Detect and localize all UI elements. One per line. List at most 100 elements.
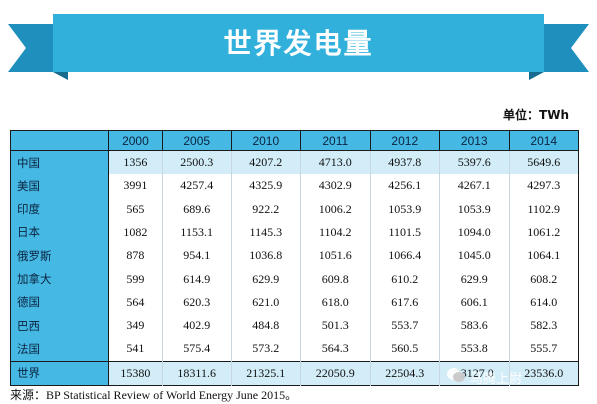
column-header-2010: 2010: [230, 130, 301, 151]
table-cell: 1356: [108, 150, 163, 175]
table-body: 中国 1356 2500.3 4207.2 4713.0 4937.8 5397.6 5649…: [10, 150, 579, 386]
table-cell: 599: [108, 267, 163, 291]
table-cell: 582.3: [508, 313, 579, 338]
table-cell: 573.2: [230, 337, 301, 362]
table-cell: 4297.3: [508, 174, 579, 198]
row-label: 德国: [10, 290, 109, 314]
table-row: 世界 15380 18311.6 21325.1 22050.9 22504.3 23127…: [10, 360, 579, 386]
table-cell: 620.3: [161, 290, 232, 314]
table-cell: 606.1: [439, 290, 509, 314]
table-cell: 922.2: [230, 197, 301, 221]
table-row: 印度 565 689.6 922.2 1006.2 1053.9 1053.9 1102.9: [10, 197, 579, 221]
row-label: 俄罗斯: [10, 244, 109, 268]
table-cell: 1006.2: [300, 197, 371, 221]
column-header-2012: 2012: [369, 130, 440, 151]
table-cell: 565: [108, 197, 163, 221]
table-cell: 954.1: [161, 244, 232, 268]
table-cell: 621.0: [230, 290, 301, 314]
table-cell: 4302.9: [300, 174, 371, 198]
table-cell: 5649.6: [508, 150, 579, 175]
table-cell: 614.0: [508, 290, 579, 314]
table-cell: 617.6: [369, 290, 440, 314]
column-header-2005: 2005: [161, 130, 232, 151]
table-cell: 4207.2: [230, 150, 301, 175]
chart-title: 世界发电量: [223, 27, 374, 60]
table-cell: 609.8: [300, 267, 371, 291]
table-cell: 15380: [108, 360, 163, 386]
row-label: 印度: [10, 197, 109, 221]
table-cell: 21325.1: [230, 360, 301, 386]
table-cell: 1064.1: [508, 244, 579, 268]
table-cell: 564.3: [300, 337, 371, 362]
column-header-2013: 2013: [439, 130, 509, 151]
table-cell: 541: [108, 337, 163, 362]
table-cell: 629.9: [230, 267, 301, 291]
row-label: 法国: [10, 337, 109, 362]
table-row: 中国 1356 2500.3 4207.2 4713.0 4937.8 5397.6 5649…: [10, 150, 579, 175]
table-cell: 1053.9: [369, 197, 440, 221]
ribbon-band: [53, 14, 544, 72]
table-cell: 1104.2: [300, 220, 371, 245]
table-cell: 629.9: [439, 267, 509, 291]
table-cell: 610.2: [369, 267, 440, 291]
table-cell: 1094.0: [439, 220, 509, 245]
column-header-2011: 2011: [300, 130, 371, 151]
table-cell: 689.6: [161, 197, 232, 221]
row-label: 日本: [10, 220, 109, 245]
table-cell: 1061.2: [508, 220, 579, 245]
table-row: 美国 3991 4257.4 4325.9 4302.9 4256.1 4267.1 4297…: [10, 174, 579, 198]
ribbon-right-fold: [529, 72, 544, 80]
table-cell: 1101.5: [369, 220, 440, 245]
table-cell: 349: [108, 313, 163, 338]
header-row: 2000 2005 2010 2011 2012 2013 2014: [10, 130, 579, 151]
column-header-2014: 2014: [508, 130, 579, 151]
table-cell: 22504.3: [369, 360, 440, 386]
table-row: 巴西 349 402.9 484.8 501.3 553.7 583.6 582.3: [10, 313, 579, 338]
ribbon-left-fold: [53, 72, 68, 80]
table-cell: 1145.3: [230, 220, 301, 245]
table-cell: 618.0: [300, 290, 371, 314]
table-cell: 583.6: [439, 313, 509, 338]
corner-cell: [10, 130, 109, 151]
table-cell: 4256.1: [369, 174, 440, 198]
table-cell: 4257.4: [161, 174, 232, 198]
row-label: 美国: [10, 174, 109, 198]
table-cell: 614.9: [161, 267, 232, 291]
table-cell: 3991: [108, 174, 163, 198]
title-ribbon: [8, 14, 589, 80]
table-cell: 4937.8: [369, 150, 440, 175]
wechat-icon: [447, 368, 465, 382]
watermark-text: 马腾上尉: [470, 372, 523, 387]
table-cell: 1036.8: [230, 244, 301, 268]
row-label: 中国: [10, 150, 109, 175]
unit-label: 单位：TWh: [503, 108, 569, 122]
table-cell: 2500.3: [161, 150, 232, 175]
table-cell: 1153.1: [161, 220, 232, 245]
table-row: 俄罗斯 878 954.1 1036.8 1051.6 1066.4 1045.0 1064.…: [10, 244, 579, 268]
table-cell: 484.8: [230, 313, 301, 338]
table-cell: 1053.9: [439, 197, 509, 221]
table-cell: 1045.0: [439, 244, 509, 268]
table-cell: 560.5: [369, 337, 440, 362]
generation-table: 2000 2005 2010 2011 2012 2013 2014 中国 1356 2500.…: [10, 130, 579, 386]
table-cell: 575.4: [161, 337, 232, 362]
table-cell: 5397.6: [439, 150, 509, 175]
table-cell: 23536.0: [508, 360, 579, 386]
table-cell: 4267.1: [439, 174, 509, 198]
column-header-2000: 2000: [108, 130, 163, 151]
table-cell: 608.2: [508, 267, 579, 291]
table-row: 加拿大 599 614.9 629.9 609.8 610.2 629.9 608.2: [10, 267, 579, 291]
table-cell: 555.7: [508, 337, 579, 362]
table-cell: 1066.4: [369, 244, 440, 268]
table-cell: 18311.6: [161, 360, 232, 386]
table-cell: 1082: [108, 220, 163, 245]
table-cell: 501.3: [300, 313, 371, 338]
table-row: 德国 564 620.3 621.0 618.0 617.6 606.1 614.0: [10, 290, 579, 314]
table-cell: 553.7: [369, 313, 440, 338]
table-row: 日本 1082 1153.1 1145.3 1104.2 1101.5 1094.0 1061…: [10, 220, 579, 245]
table-cell: 4325.9: [230, 174, 301, 198]
table-cell: 878: [108, 244, 163, 268]
table-cell: 1102.9: [508, 197, 579, 221]
row-label: 世界: [10, 360, 109, 386]
table-cell: 564: [108, 290, 163, 314]
